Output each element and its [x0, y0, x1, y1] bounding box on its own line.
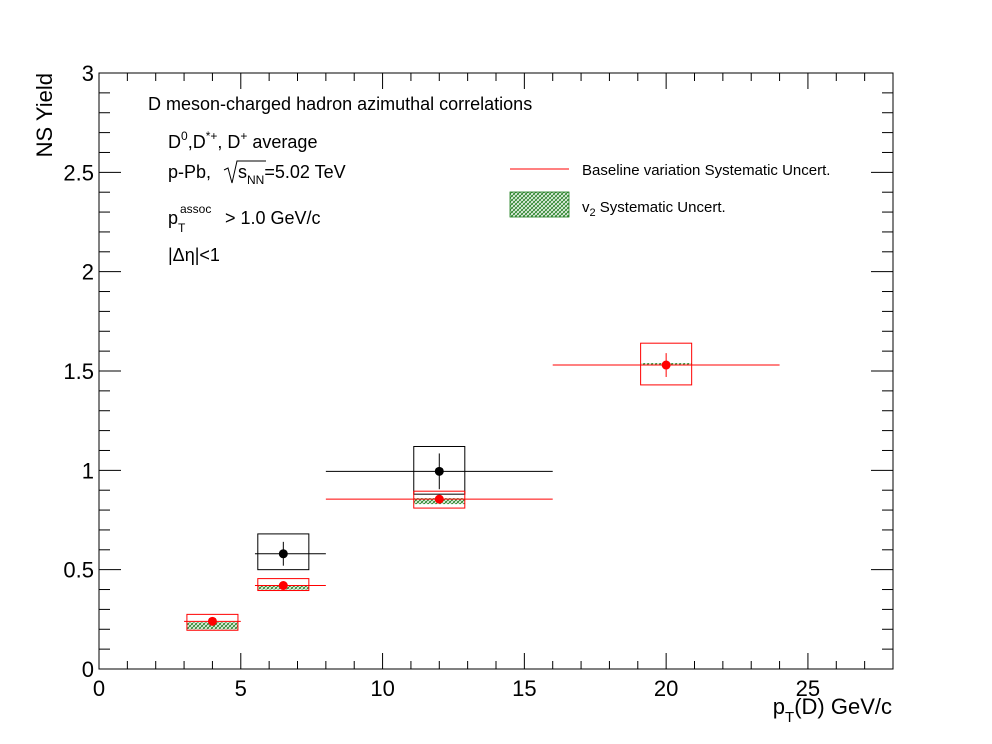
y-tick-label: 3 — [82, 61, 94, 86]
baseline-systematic-box — [186, 613, 239, 631]
data-point — [278, 549, 288, 559]
y-tick-label: 2 — [82, 260, 94, 285]
data-point-group — [254, 578, 326, 592]
annotation-title: D meson-charged hadron azimuthal correla… — [148, 94, 532, 114]
y-tick-labels: 0 0.5 1 1.5 2 2.5 3 — [63, 61, 94, 682]
svg-text:p-Pb,: p-Pb, — [168, 162, 211, 182]
sqrt-sign — [223, 160, 266, 184]
legend-box-v2 — [509, 191, 570, 218]
data-point-group — [552, 342, 780, 386]
y-tick-label: 0 — [82, 657, 94, 682]
y-tick-label: 1.5 — [63, 359, 94, 384]
x-axis-label: pT(D) GeV/c — [773, 694, 892, 726]
x-tick-label: 10 — [370, 676, 394, 701]
x-tick-label: 20 — [654, 676, 678, 701]
legend: Baseline variation Systematic Uncert. v2… — [509, 162, 830, 219]
svg-text:sNN=5.02 TeV: sNN=5.02 TeV — [238, 162, 346, 187]
data-point — [278, 581, 288, 591]
baseline-systematic-box — [257, 578, 310, 592]
annotation-eta: |Δη|<1 — [168, 245, 220, 265]
baseline-systematic-box — [413, 445, 466, 495]
y-tick-label: 0.5 — [63, 558, 94, 583]
data-point-group — [254, 533, 326, 571]
annotation-assoc: pTassoc > 1.0 GeV/c — [168, 202, 321, 235]
y-axis-label: NS Yield — [32, 73, 57, 157]
data-point-group — [325, 445, 553, 495]
baseline-systematic-box — [257, 533, 310, 571]
data-marks — [184, 342, 780, 631]
data-point-group — [184, 613, 241, 631]
data-point — [434, 494, 444, 504]
x-tick-label: 5 — [235, 676, 247, 701]
legend-label-v2: v2 Systematic Uncert. — [582, 199, 726, 219]
axis-ticks — [98, 72, 894, 670]
x-tick-labels: 0 5 10 15 20 25 — [93, 676, 820, 701]
y-tick-label: 1 — [82, 458, 94, 483]
legend-label-baseline: Baseline variation Systematic Uncert. — [582, 162, 830, 179]
data-point — [661, 360, 671, 370]
data-point — [207, 616, 217, 626]
data-point — [434, 466, 444, 476]
x-tick-label: 0 — [93, 676, 105, 701]
annotation-mesons: D0,D*+, D+ average — [168, 129, 317, 152]
x-tick-label: 25 — [796, 676, 820, 701]
x-tick-label: 15 — [512, 676, 536, 701]
annotation-system: p-Pb, sNN=5.02 TeV — [168, 160, 346, 187]
data-point-group — [325, 490, 553, 509]
baseline-systematic-box — [640, 342, 693, 386]
y-tick-label: 2.5 — [63, 160, 94, 185]
